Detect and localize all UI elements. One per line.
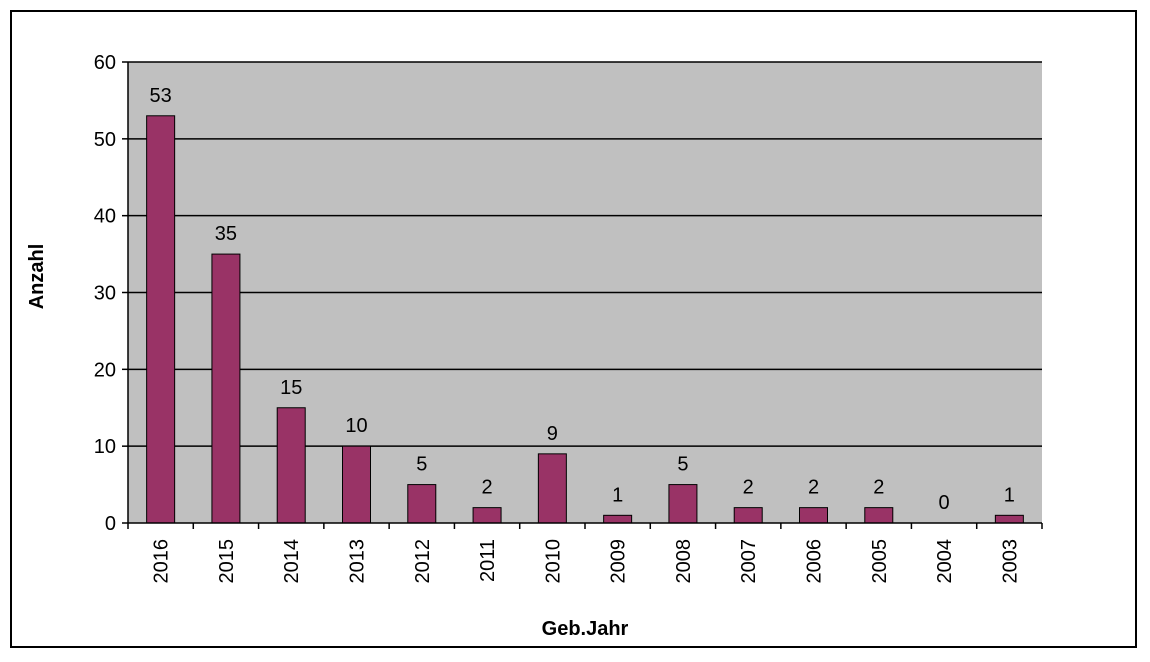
- bar: [603, 514, 633, 524]
- bar: [407, 484, 437, 524]
- x-tick-label: 2009: [608, 539, 630, 584]
- y-tick-label: 20: [94, 359, 116, 381]
- bar: [668, 484, 698, 524]
- x-tick-label: 2016: [151, 539, 173, 584]
- data-label: 35: [215, 223, 237, 245]
- data-label: 53: [150, 85, 172, 107]
- labels: 0102030405060532016352015152014102013520…: [94, 52, 1022, 584]
- x-tick-label: 2006: [804, 539, 826, 584]
- gridlines: [128, 61, 1042, 447]
- y-tick-label: 60: [94, 52, 116, 74]
- x-tick-label: 2011: [477, 539, 499, 582]
- x-axis-title: Geb.Jahr: [542, 618, 629, 640]
- x-tick-label: 2013: [347, 539, 369, 584]
- bar: [799, 507, 828, 524]
- axes: [122, 61, 1043, 529]
- x-tick-label: 2003: [999, 539, 1021, 584]
- data-label: 15: [280, 377, 302, 399]
- bar: [994, 514, 1024, 524]
- x-tick-label: 2012: [412, 539, 434, 584]
- y-axis-title: Anzahl: [26, 244, 48, 310]
- bars: [146, 115, 1024, 524]
- data-label: 2: [808, 477, 819, 499]
- y-tick-label: 50: [94, 129, 116, 151]
- bar: [537, 453, 567, 524]
- data-label: 1: [612, 484, 623, 506]
- x-tick-label: 2007: [738, 539, 760, 584]
- data-label: 1: [1004, 484, 1015, 506]
- y-tick-label: 0: [105, 513, 116, 535]
- data-label: 5: [416, 454, 427, 476]
- y-tick-label: 40: [94, 206, 116, 228]
- bar: [276, 407, 306, 524]
- x-tick-label: 2004: [934, 539, 956, 584]
- data-label: 2: [873, 477, 884, 499]
- x-tick-label: 2008: [673, 539, 695, 584]
- data-label: 5: [677, 454, 688, 476]
- bar: [211, 253, 241, 524]
- y-tick-label: 10: [94, 436, 116, 458]
- bar: [472, 507, 502, 524]
- x-tick-label: 2015: [216, 539, 238, 584]
- x-tick-label: 2014: [281, 539, 303, 584]
- data-label: 2: [743, 477, 754, 499]
- bar: [864, 507, 894, 524]
- bar: [733, 507, 763, 524]
- data-label: 2: [482, 477, 493, 499]
- y-tick-label: 30: [94, 283, 116, 305]
- x-tick-label: 2005: [869, 539, 891, 584]
- bar: [146, 115, 176, 524]
- bar: [342, 445, 371, 524]
- data-label: 0: [939, 492, 950, 514]
- data-label: 9: [547, 423, 558, 445]
- data-label: 10: [345, 415, 367, 437]
- x-tick-label: 2010: [542, 539, 564, 584]
